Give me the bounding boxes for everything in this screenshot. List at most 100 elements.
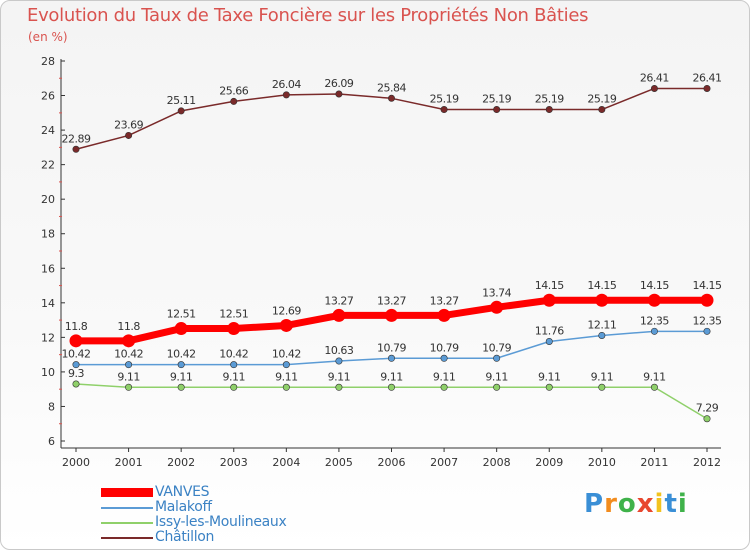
data-label: 12.69 — [272, 304, 301, 317]
data-point — [335, 357, 343, 365]
data-label: 12.35 — [693, 314, 722, 327]
data-label: 9.11 — [591, 370, 614, 383]
data-point — [230, 97, 238, 105]
y-tick-label: 12 — [41, 331, 55, 344]
data-point — [174, 322, 188, 336]
data-label: 22.89 — [62, 132, 91, 145]
data-label: 14.15 — [535, 279, 564, 292]
data-label: 9.11 — [170, 370, 193, 383]
data-point — [282, 91, 290, 99]
data-label: 9.11 — [380, 370, 403, 383]
data-point — [125, 383, 133, 391]
data-point — [650, 327, 658, 335]
data-label: 9.11 — [538, 370, 561, 383]
logo-letter: r — [604, 489, 618, 519]
x-tick-label: 2007 — [430, 456, 458, 469]
data-point — [493, 106, 501, 114]
data-label: 7.29 — [696, 402, 719, 415]
data-label: 10.79 — [430, 341, 459, 354]
data-point — [440, 106, 448, 114]
y-tick-label: 8 — [48, 400, 55, 413]
data-label: 9.11 — [485, 370, 508, 383]
data-point — [703, 84, 711, 92]
data-point — [332, 308, 346, 322]
data-point — [542, 293, 556, 307]
data-label: 25.19 — [535, 93, 564, 106]
logo-letter: x — [636, 489, 655, 519]
data-point — [650, 84, 658, 92]
data-label: 13.74 — [482, 286, 511, 299]
data-label: 10.42 — [272, 348, 301, 361]
data-point — [122, 334, 136, 348]
data-point — [69, 334, 83, 348]
logo-letter: i — [654, 489, 665, 519]
legend-label: Malakoff — [155, 499, 212, 515]
legend-label: VANVES — [155, 484, 210, 500]
y-tick-label: 16 — [41, 262, 55, 275]
data-label: 25.66 — [219, 84, 248, 97]
legend-item: Malakoff — [101, 500, 286, 515]
data-point — [387, 94, 395, 102]
data-label: 13.27 — [324, 294, 353, 307]
x-tick-label: 2010 — [588, 456, 616, 469]
data-point — [177, 383, 185, 391]
y-tick-label: 26 — [41, 90, 55, 103]
data-label: 12.51 — [219, 308, 248, 321]
data-label: 26.09 — [324, 77, 353, 90]
data-label: 12.51 — [167, 308, 196, 321]
data-point — [490, 300, 504, 314]
y-tick-label: 20 — [41, 193, 55, 206]
data-point — [282, 383, 290, 391]
x-tick-label: 2011 — [640, 456, 668, 469]
x-tick-label: 2005 — [325, 456, 353, 469]
data-point — [230, 383, 238, 391]
data-point — [177, 107, 185, 115]
data-point — [335, 383, 343, 391]
data-point — [595, 293, 609, 307]
data-label: 25.11 — [167, 94, 196, 107]
logo-letter: P — [584, 489, 605, 519]
data-point — [598, 383, 606, 391]
data-label: 10.42 — [167, 348, 196, 361]
data-point — [279, 318, 293, 332]
logo-letter: t — [664, 489, 678, 519]
data-label: 9.11 — [643, 370, 666, 383]
legend-item: Issy-les-Moulineaux — [101, 515, 287, 530]
data-label: 23.69 — [114, 118, 143, 131]
data-label: 25.19 — [587, 93, 616, 106]
data-point — [545, 338, 553, 346]
data-label: 26.41 — [693, 71, 722, 84]
logo-letter: i — [677, 489, 688, 519]
data-point — [703, 327, 711, 335]
y-tick-label: 22 — [41, 159, 55, 172]
data-point — [493, 354, 501, 362]
data-label: 9.11 — [433, 370, 456, 383]
data-label: 26.41 — [640, 71, 669, 84]
chart-title: Evolution du Taux de Taxe Foncière sur l… — [27, 5, 589, 26]
data-point — [703, 415, 711, 423]
proxiti-logo: Proxiti — [584, 489, 688, 519]
data-label: 9.11 — [328, 370, 351, 383]
data-point — [598, 331, 606, 339]
x-tick-label: 2012 — [693, 456, 721, 469]
data-point — [598, 106, 606, 114]
data-point — [437, 308, 451, 322]
data-label: 14.15 — [587, 279, 616, 292]
legend-label: Châtillon — [155, 529, 215, 545]
x-tick-label: 2002 — [167, 456, 195, 469]
data-label: 11.8 — [117, 320, 140, 333]
data-point — [335, 90, 343, 98]
legend-swatch — [101, 488, 153, 497]
unit-label: (en %) — [28, 30, 68, 44]
data-label: 12.11 — [587, 318, 616, 331]
data-point — [385, 308, 398, 322]
y-tick-label: 18 — [41, 228, 55, 241]
y-tick-label: 28 — [41, 55, 55, 68]
data-label: 10.63 — [324, 344, 353, 357]
x-tick-label: 2000 — [62, 456, 90, 469]
data-label: 11.76 — [535, 325, 564, 338]
data-label: 12.35 — [640, 314, 669, 327]
legend-swatch — [101, 536, 153, 539]
